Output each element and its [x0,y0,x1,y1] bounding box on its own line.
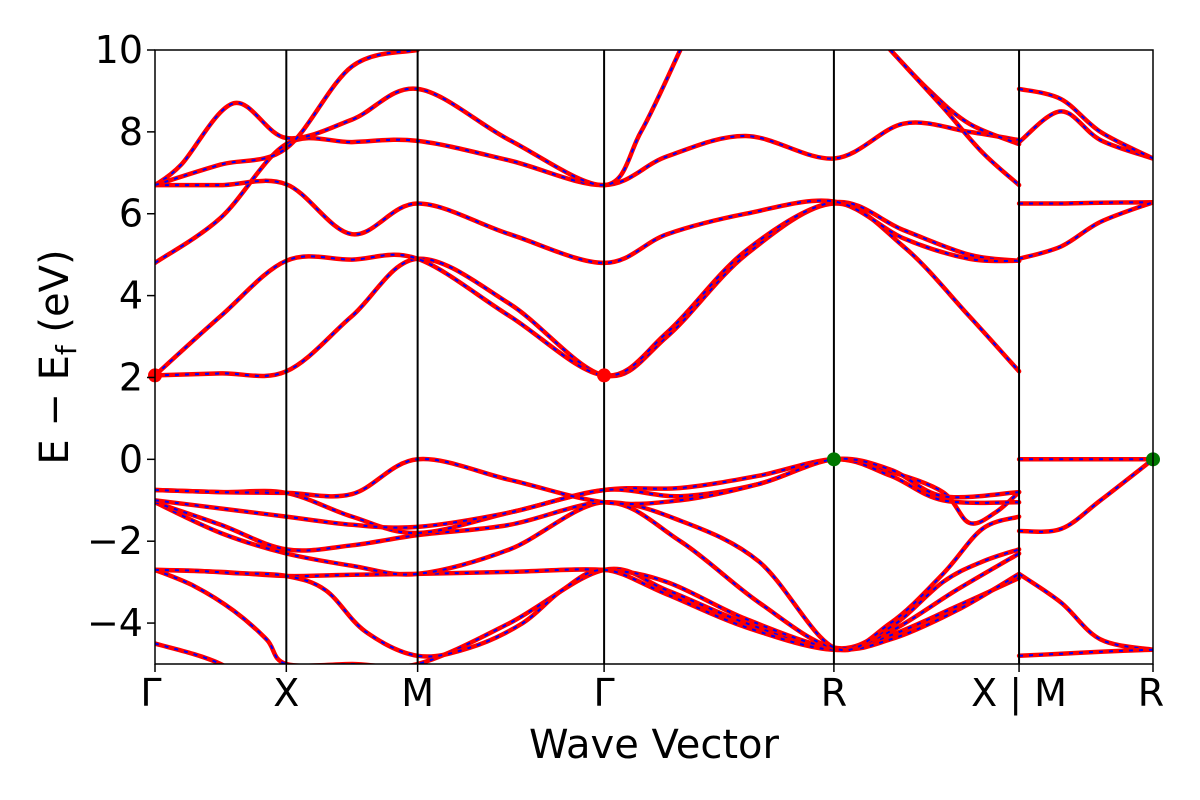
band-21-dash [1019,201,1153,205]
x-tick-label-5: X | M [971,671,1067,716]
x-tick-label-3: Γ [594,671,615,715]
y-tick-label-5: 0 [119,437,143,481]
y-ticks: 10 8 6 4 2 0 −2 −4 [87,28,155,645]
band-19 [1016,571,1153,652]
y-tick-label-6: −2 [87,519,143,563]
band-6-dash [155,458,1020,535]
band-13 [155,50,683,188]
band-12 [155,178,1022,266]
x-axis-label: Wave Vector [529,722,780,768]
band-18-dash [1019,458,1153,533]
x-tick-label-2: M [401,671,434,715]
band-23-dash [1018,110,1153,160]
band-20 [1016,647,1153,659]
band-24-line [1016,86,1153,161]
band-19-dash [1018,573,1153,651]
band-14-dash [155,50,418,187]
band-13-line [155,50,683,188]
y-tick-label-7: −4 [87,601,143,645]
band-6 [155,457,1022,536]
band-4 [155,500,1022,651]
band-20-dash [1019,648,1153,657]
y-tick-label-1: 8 [119,110,143,154]
kpath-lines [285,50,1021,664]
y-tick-label-3: 4 [119,274,143,318]
band-22 [1016,200,1153,262]
y-tick-label-0: 10 [95,28,143,72]
band-21 [1016,200,1153,206]
band-22-dash [1018,201,1153,260]
x-tick-label-0: Γ [140,671,161,715]
y-axis-label: E − Ef (eV) [32,249,83,464]
band-16-dash [889,50,1020,186]
band-5-line [155,500,1022,653]
y-axis-label-subscript: f [50,344,83,355]
x-tick-label-4: R [821,671,847,715]
band-5 [155,500,1022,653]
y-axis-label-unit: (eV) [32,249,78,345]
band-23 [1016,109,1153,161]
x-tick-label-6: R [1138,671,1164,715]
y-tick-label-2: 6 [119,192,143,236]
band-16 [888,50,1022,188]
y-tick-label-4: 2 [119,355,143,399]
x-tick-label-1: X [273,671,299,715]
band-24 [1016,86,1153,161]
band-4-dash [155,501,1020,650]
cbm-marker-gamma [597,368,612,383]
band-12-dash [155,179,1020,264]
y-axis-label-main: E − E [32,355,78,465]
band-15-dash [889,50,1020,146]
plot-frame [154,49,1154,665]
vbm-marker-r [826,452,841,467]
x-ticks: Γ X M Γ R X | M R [140,664,1164,716]
band-18 [1016,457,1153,534]
